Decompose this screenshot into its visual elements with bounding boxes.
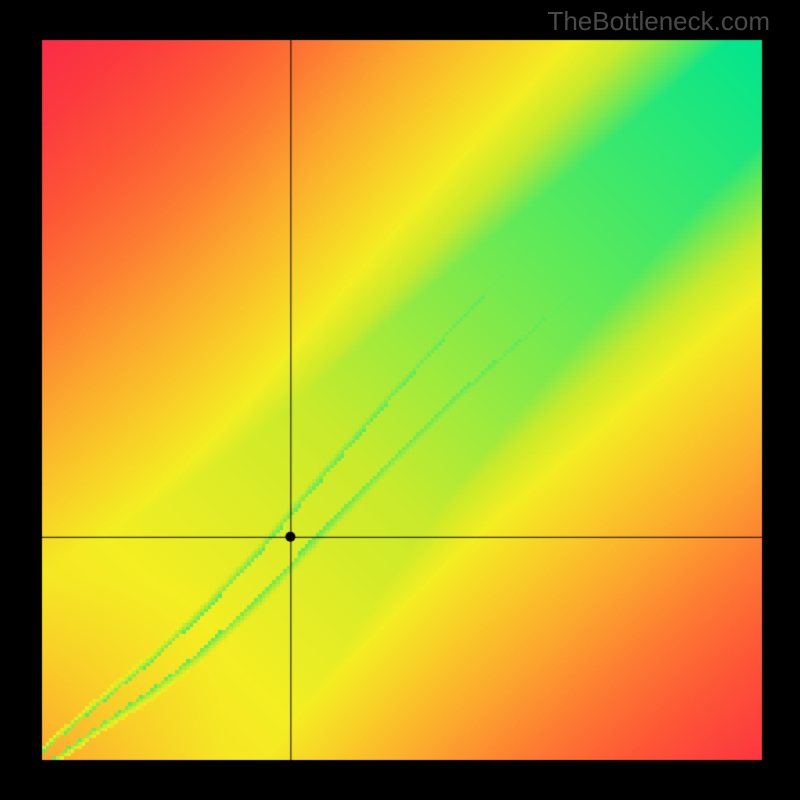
watermark-label: TheBottleneck.com (547, 6, 770, 37)
chart-container: TheBottleneck.com (0, 0, 800, 800)
bottleneck-heatmap (0, 0, 800, 800)
